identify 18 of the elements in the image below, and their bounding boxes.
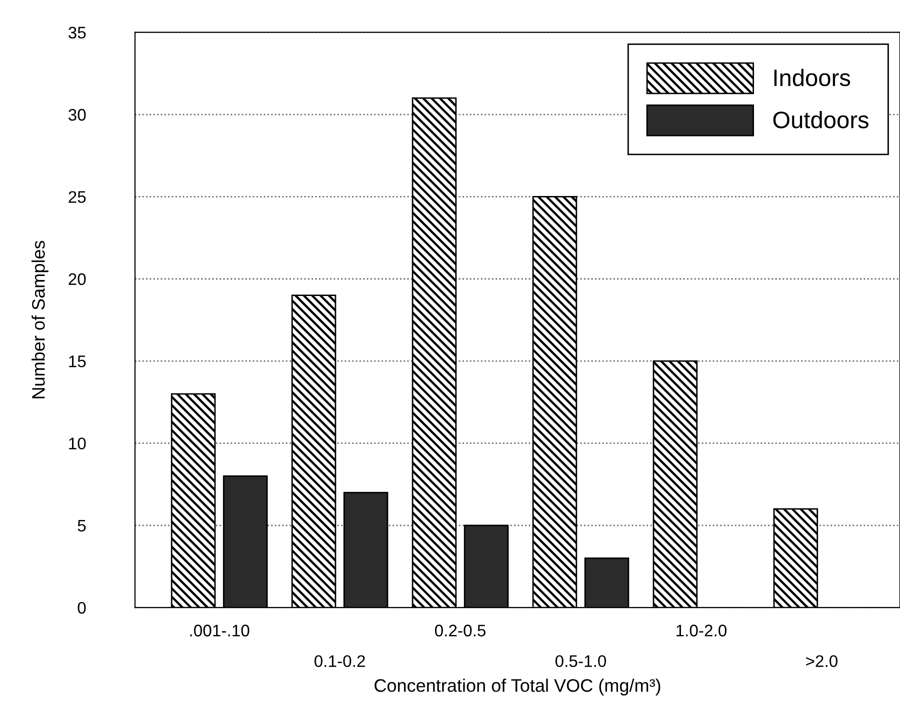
y-tick-label: 15 bbox=[69, 356, 86, 368]
y-tick-label: 35 bbox=[68, 26, 86, 39]
legend-label: Outdoors bbox=[773, 110, 868, 128]
x-tick-label: 0.5-1.0 bbox=[555, 655, 606, 668]
y-tick-label: 5 bbox=[78, 520, 86, 532]
x-axis-title: Concentration of Total VOC (mg/m³) bbox=[374, 678, 660, 696]
y-axis-title: Number of Samples bbox=[32, 240, 48, 398]
x-tick-label: >2.0 bbox=[806, 655, 838, 668]
x-tick-label: 1.0-2.0 bbox=[676, 624, 727, 636]
legend-label: Indoors bbox=[774, 68, 850, 86]
y-tick-label: 30 bbox=[68, 108, 86, 121]
y-tick-label: 25 bbox=[68, 191, 86, 203]
x-tick-label: 0.1-0.2 bbox=[314, 655, 365, 668]
y-tick-label: 10 bbox=[69, 438, 86, 450]
x-tick-label: 0.2-0.5 bbox=[434, 624, 486, 636]
y-tick-label: 20 bbox=[68, 273, 86, 286]
x-tick-label: .001-.10 bbox=[190, 624, 250, 636]
y-tick-label: 0 bbox=[78, 602, 86, 614]
